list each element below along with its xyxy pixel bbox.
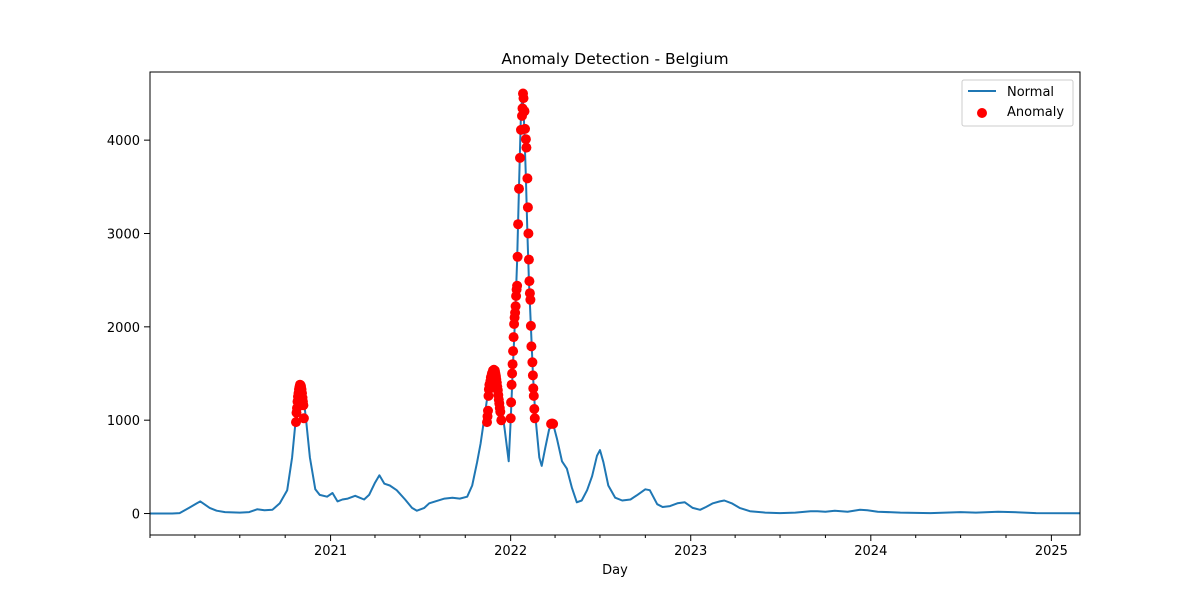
y-axis: 0 1000 2000 3000 4000 [107,134,150,523]
anomaly-point [528,383,539,394]
anomaly-point [510,301,521,312]
anomaly-point [521,142,532,153]
anomaly-point [507,359,518,370]
anomaly-point [496,415,507,426]
legend-label-anomaly: Anomaly [1007,105,1064,120]
anomaly-point [298,400,309,411]
anomaly-point [506,379,517,390]
legend: Normal Anomaly [961,79,1074,127]
legend-dot-marker [977,108,987,118]
anomaly-point [505,413,516,424]
anomaly-point [519,106,530,117]
anomaly-point [508,346,519,357]
anomaly-point [527,370,538,381]
anomaly-point [525,294,536,305]
anomaly-point [512,251,523,262]
anomaly-point [522,173,533,184]
anomaly-point [514,183,524,194]
anomaly-point [508,332,519,343]
anomaly-point [523,228,534,239]
anomaly-point [524,276,535,287]
x-tick-label: 2022 [494,544,527,559]
anomaly-point [507,368,518,379]
y-tick-label: 2000 [107,321,140,336]
anomaly-point [525,320,536,331]
y-tick-label: 0 [132,508,140,523]
anomaly-point [528,390,539,401]
anomaly-point [548,418,559,429]
anomaly-point [495,406,506,417]
legend-label-normal: Normal [1007,85,1054,100]
x-tick-label: 2025 [1035,544,1068,559]
anomaly-point [526,341,537,352]
anomaly-point [520,134,531,145]
plot-frame [149,71,1081,536]
y-tick-label: 3000 [107,227,140,242]
x-axis-label: Day [602,563,628,578]
y-tick-label: 1000 [107,414,140,429]
anomaly-point [515,152,525,163]
anomaly-point [513,219,524,230]
chart-title: Anomaly Detection - Belgium [501,50,728,68]
anomaly-point [523,254,534,265]
anomaly-point [518,93,529,104]
anomaly-point [527,357,538,368]
anomaly-point [520,123,530,134]
anomaly-point [298,413,309,424]
x-tick-label: 2024 [854,544,887,559]
anomaly-point [483,405,493,416]
anomaly-point [506,397,517,408]
anomaly-point [529,413,540,424]
anomaly-point [529,404,540,414]
x-tick-label: 2021 [314,544,347,559]
anomaly-point [291,417,301,428]
y-tick-label: 4000 [107,134,140,149]
x-axis: 2021 2022 2023 2024 2025 [149,535,1068,559]
x-tick-label: 2023 [674,544,707,559]
anomaly-point [522,202,533,213]
anomaly-point [512,280,523,291]
